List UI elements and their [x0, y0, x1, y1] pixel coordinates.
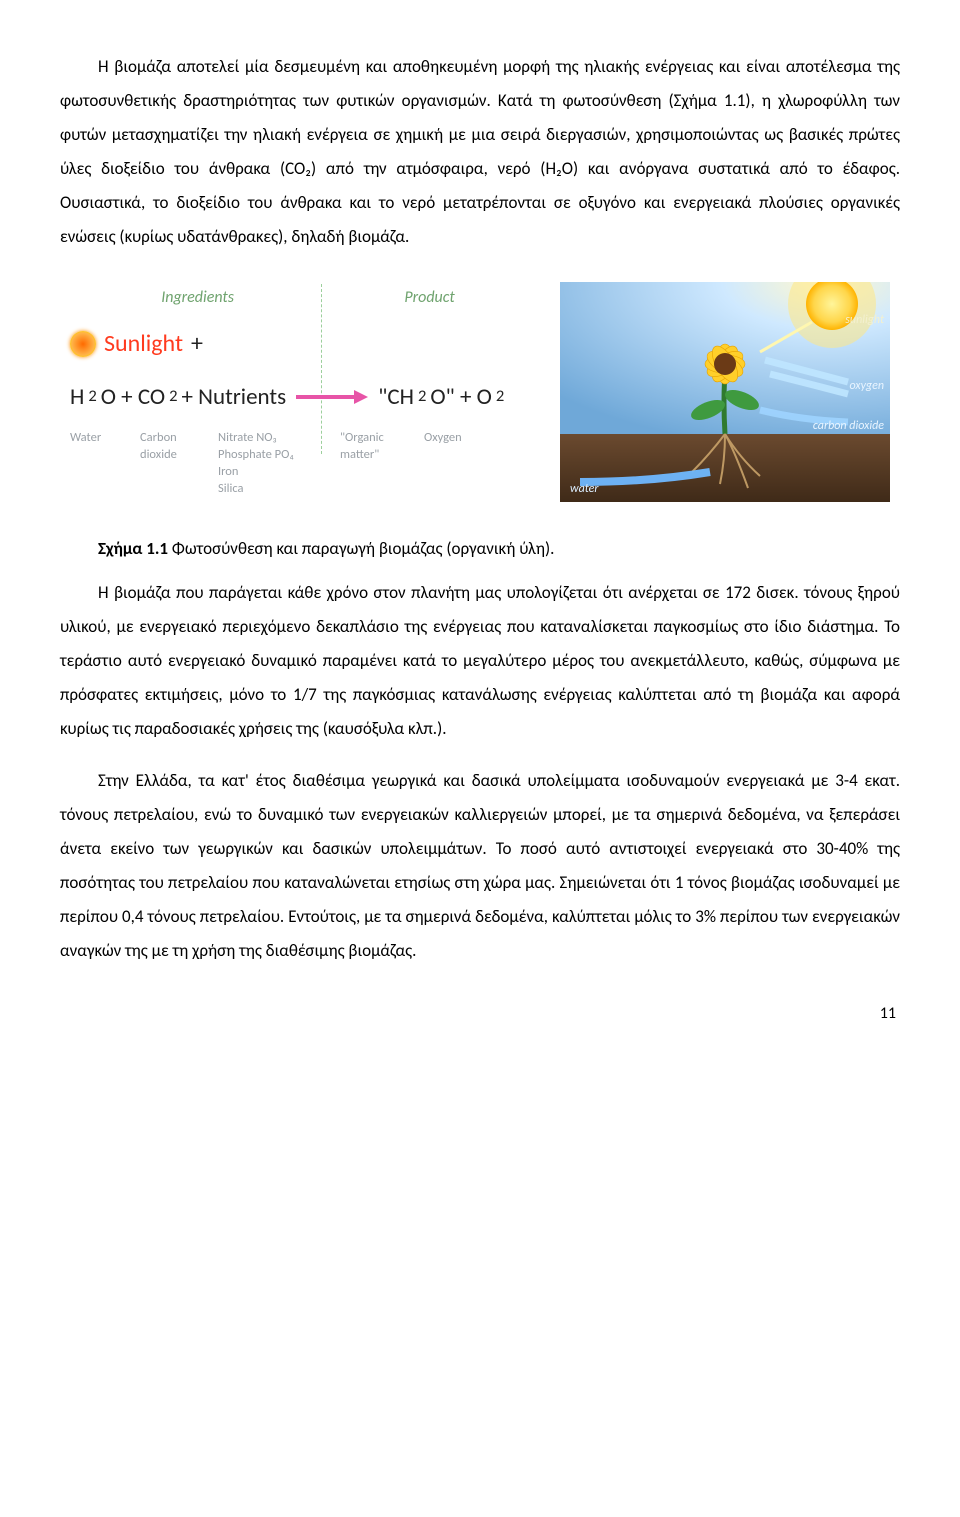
sublabel-organic: "Organic matter" [340, 430, 406, 498]
figure-1-1: Ingredients Product Sunlight + H2O + CO2… [60, 282, 900, 502]
reaction-arrow-icon [296, 390, 368, 404]
paragraph-2: Η βιομάζα που παράγεται κάθε χρόνο στον … [60, 576, 900, 746]
photo-label-oxygen: oxygen [849, 374, 884, 398]
equation-row: H2O + CO2 + Nutrients "CH2O" + O2 [70, 374, 534, 420]
figure-caption: Σχήμα 1.1 Φωτοσύνθεση και παραγωγή βιομά… [98, 532, 900, 566]
plus-sign: + [191, 320, 203, 368]
page-number: 11 [60, 998, 900, 1030]
sublabel-water: Water [70, 430, 122, 498]
sun-icon [70, 331, 96, 357]
header-product: Product [325, 282, 534, 314]
sublabels-row: Water Carbon dioxide Nitrate NO₃ Phospha… [70, 430, 534, 498]
photosynthesis-illustration: sunlight oxygen carbon dioxide water [560, 282, 890, 502]
photo-label-carbon: carbon dioxide [813, 414, 884, 438]
sublabel-oxygen: Oxygen [424, 430, 476, 498]
sublabel-nutrients: Nitrate NO₃ Phosphate PO₄ Iron Silica [218, 430, 322, 498]
paragraph-3: Στην Ελλάδα, τα κατ' έτος διαθέσιμα γεωρ… [60, 764, 900, 968]
paragraph-1: Η βιομάζα αποτελεί μία δεσμευμένη και απ… [60, 50, 900, 254]
sublabel-carbon: Carbon dioxide [140, 430, 200, 498]
photo-label-water: water [570, 477, 598, 501]
caption-bold: Σχήμα 1.1 [98, 538, 168, 559]
photo-label-sunlight: sunlight [845, 308, 884, 332]
caption-text: Φωτοσύνθεση και παραγωγή βιομάζας (οργαν… [168, 538, 554, 559]
sunlight-label: Sunlight [104, 320, 183, 368]
header-ingredients: Ingredients [70, 282, 325, 314]
column-divider [321, 284, 322, 454]
